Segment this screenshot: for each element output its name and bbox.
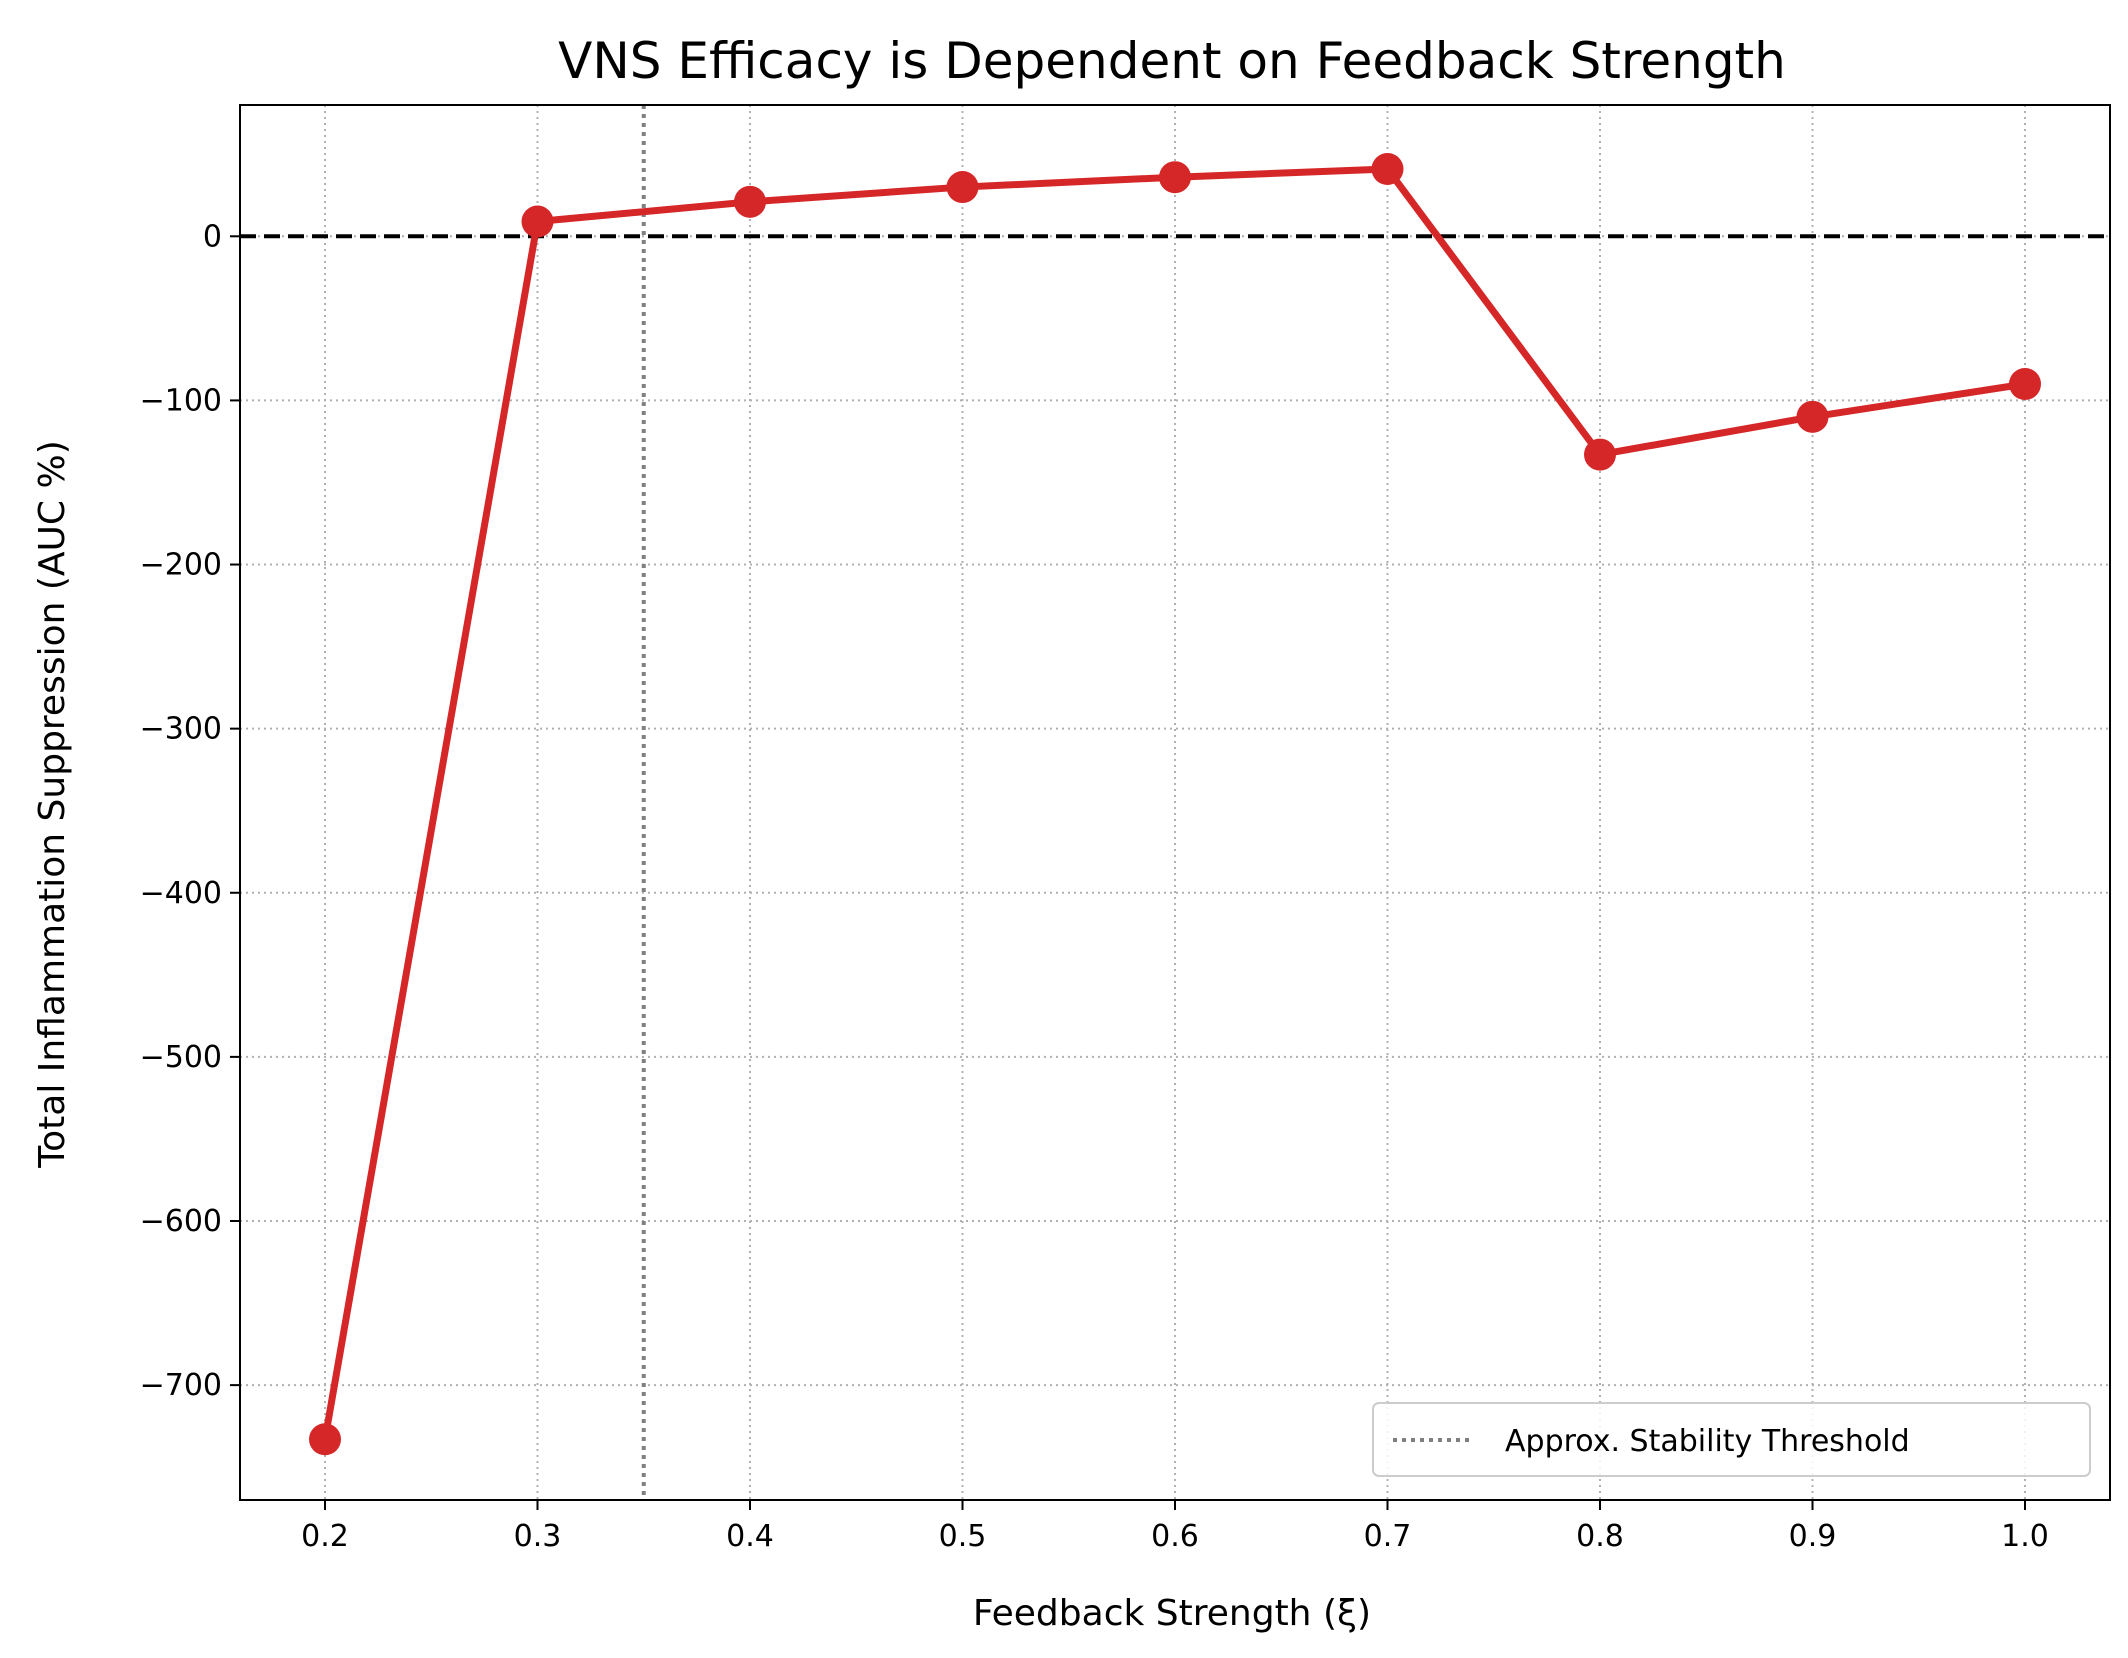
x-tick-label: 0.4 <box>726 1519 774 1554</box>
x-tick-label: 1.0 <box>2001 1519 2049 1554</box>
x-tick-label: 0.6 <box>1151 1519 1199 1554</box>
y-tick-label: −100 <box>140 383 222 418</box>
data-point <box>521 205 554 238</box>
data-point <box>734 185 766 218</box>
series-line <box>321 165 2026 1440</box>
x-tick-label: 0.9 <box>1789 1519 1837 1554</box>
series <box>309 153 2041 1456</box>
grid-lines <box>240 105 2110 1500</box>
y-tick-label: −600 <box>140 1204 222 1239</box>
x-tick-label: 0.3 <box>514 1519 562 1554</box>
data-point <box>1584 438 1616 471</box>
y-tick-label: −300 <box>140 712 222 747</box>
x-tick-label: 0.7 <box>1364 1519 1412 1554</box>
plot-frame <box>239 104 2111 1501</box>
legend-box <box>1372 1402 2091 1477</box>
y-tick-label: −200 <box>140 548 222 583</box>
x-axis-label: Feedback Strength (ξ) <box>973 1593 1371 1634</box>
chart-title: VNS Efficacy is Dependent on Feedback St… <box>558 32 1786 90</box>
data-point <box>1796 400 1829 433</box>
y-tick-label: −400 <box>140 876 222 911</box>
data-point <box>1371 153 1404 186</box>
y-tick-label: −700 <box>140 1368 222 1403</box>
y-axis-label: Total Inflammation Suppression (AUC %) <box>32 440 73 1168</box>
x-tick-label: 0.5 <box>939 1519 987 1554</box>
data-point <box>946 171 979 204</box>
data-point <box>1159 161 1191 194</box>
data-point <box>309 1423 341 1456</box>
axis-ticks: 0.2 0.3 0.4 0.5 0.6 0.7 0.8 0.9 1.0 0 −100 −200 −300… <box>140 219 2049 1554</box>
data-point <box>2009 368 2041 400</box>
legend: Approx. Stability Threshold <box>1372 1402 2091 1477</box>
x-tick-label: 0.8 <box>1576 1519 1624 1554</box>
reference-lines <box>240 105 2110 1500</box>
x-tick-label: 0.2 <box>301 1519 349 1554</box>
y-tick-label: 0 <box>203 219 222 254</box>
legend-entry-stability-threshold: Approx. Stability Threshold <box>1505 1424 1910 1459</box>
y-tick-label: −500 <box>140 1040 222 1075</box>
